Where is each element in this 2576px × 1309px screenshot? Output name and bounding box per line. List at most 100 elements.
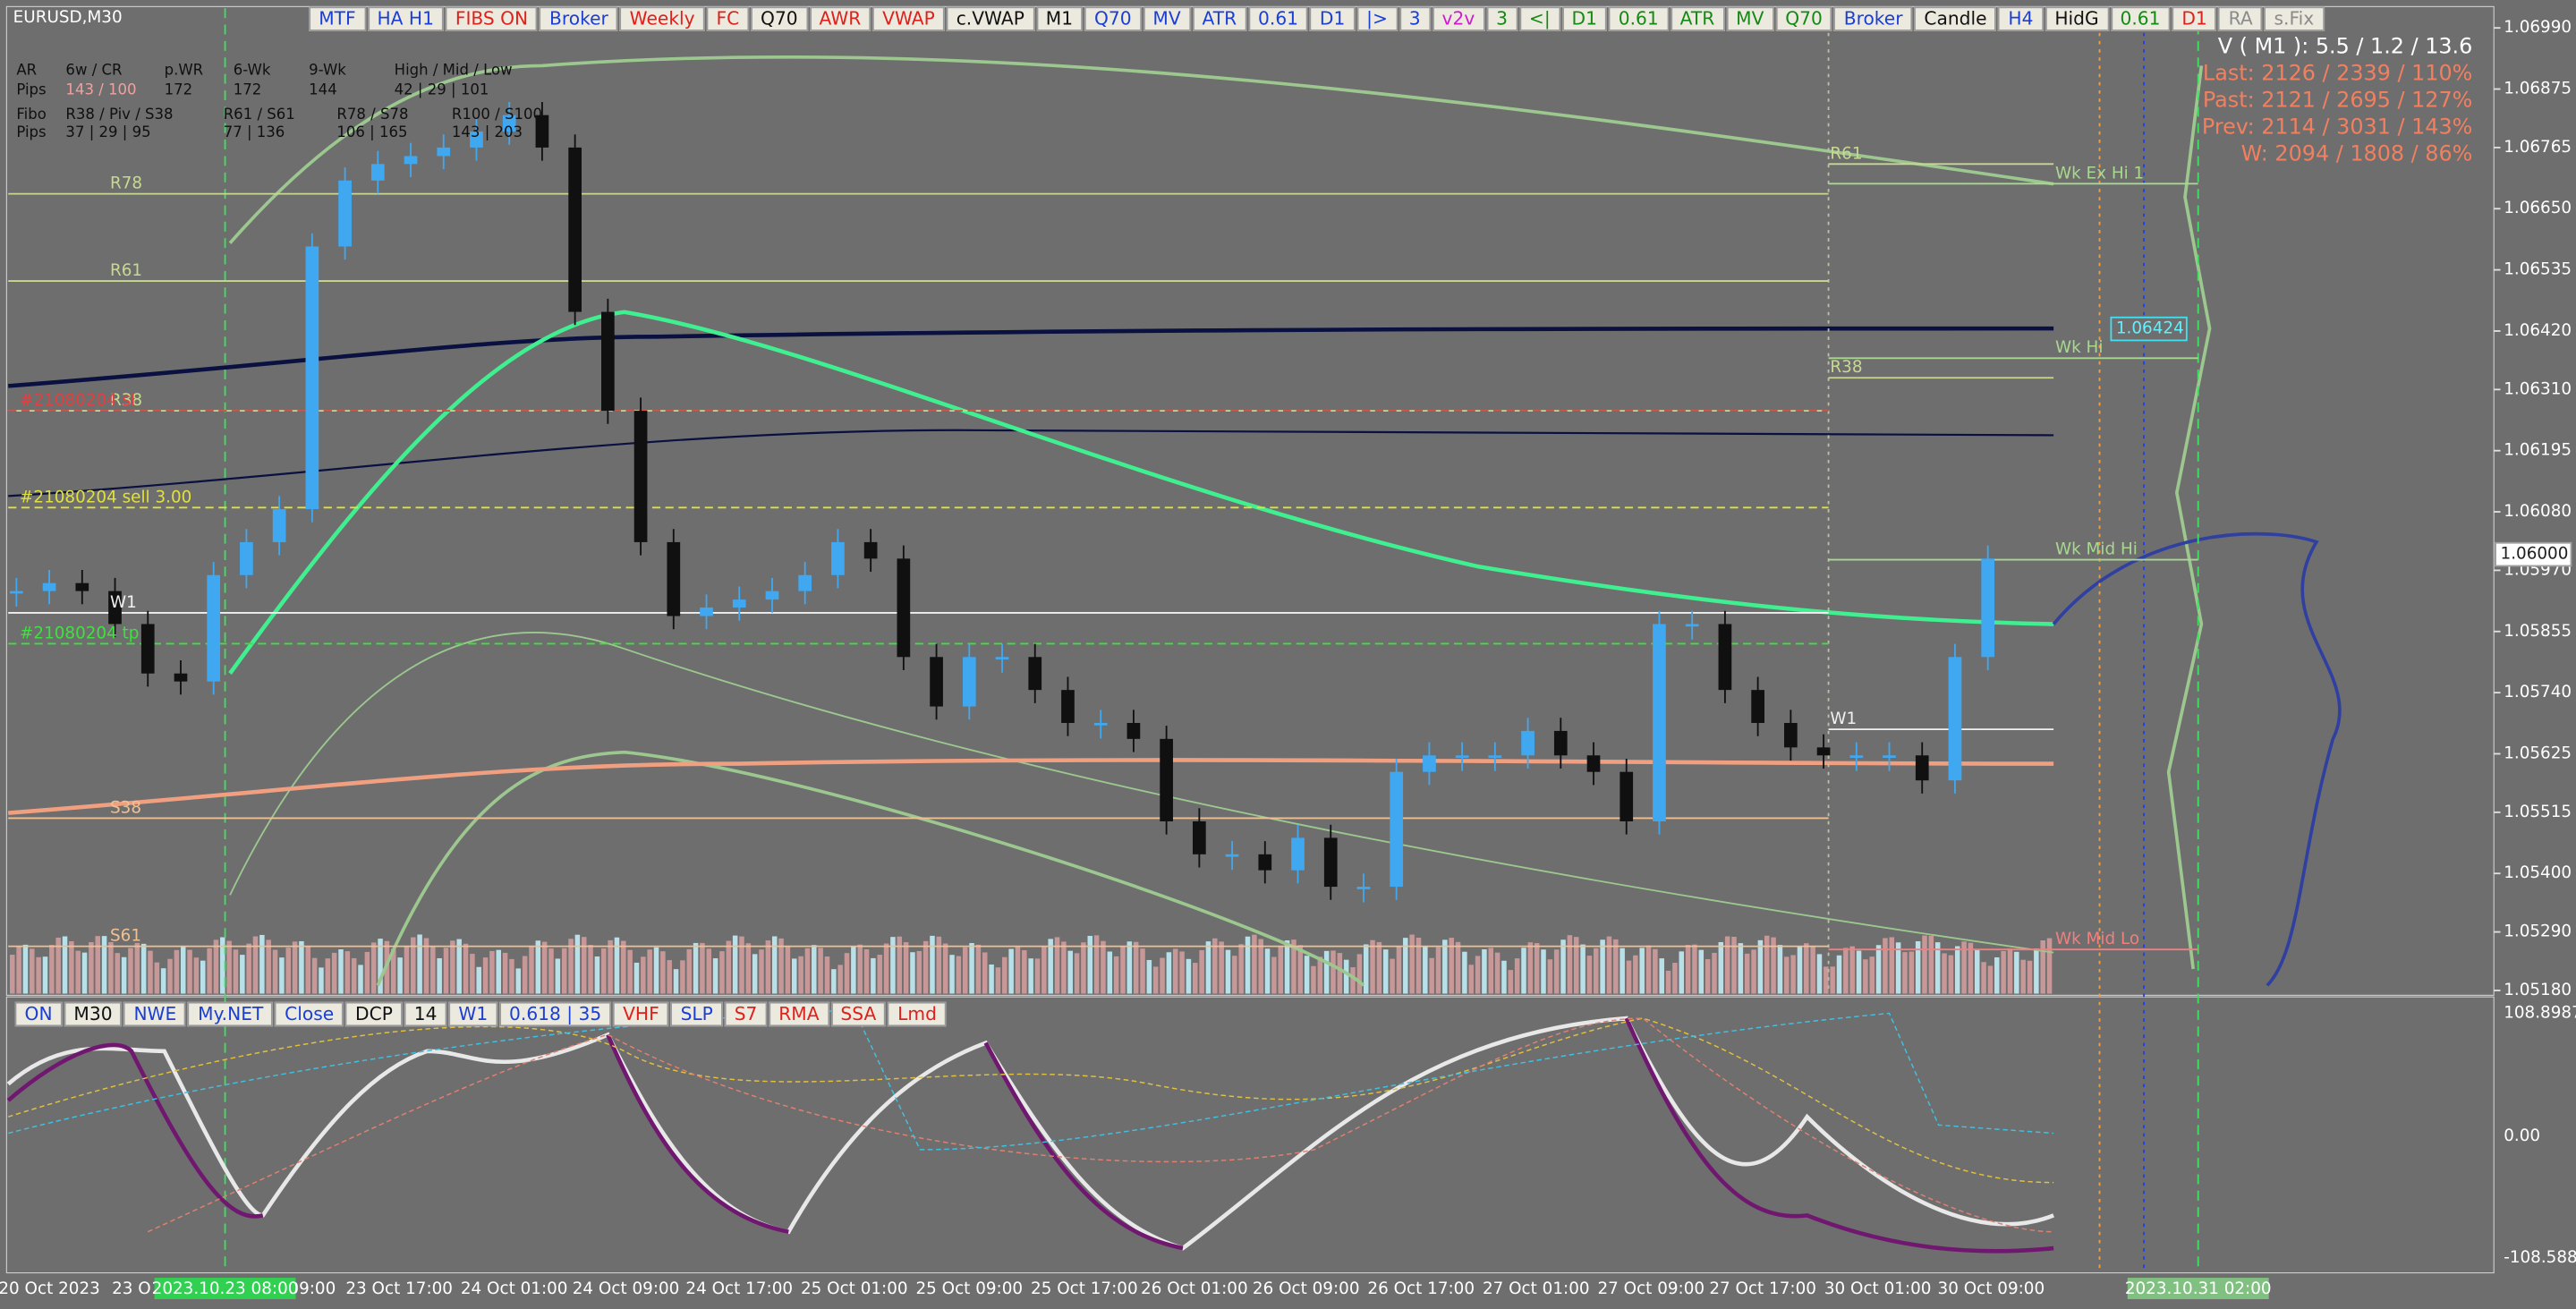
volume-bar [897,936,903,994]
volume-bar [818,948,823,994]
volume-bar [1376,941,1382,994]
level-label: S61 [110,927,141,946]
toolbar-button[interactable]: ATR [1670,6,1725,31]
toolbar-button[interactable]: VWAP [872,6,945,31]
toolbar-button[interactable]: RA [2218,6,2263,31]
volume-bar [2001,950,2006,994]
toolbar-button[interactable]: NWE [123,1001,187,1027]
toolbar-button[interactable]: M1 [1035,6,1084,31]
toolbar-button[interactable]: MTF [309,6,366,31]
volume-bar [443,948,449,994]
toolbar-button[interactable]: ATR [1192,6,1247,31]
time-tick-label: 25 Oct 01:00 [801,1279,908,1298]
toolbar-button[interactable]: SLP [670,1001,723,1027]
toolbar-button[interactable]: S7 [724,1001,768,1027]
volume-bar [1626,960,1632,994]
toolbar-button[interactable]: Lmd [888,1001,947,1027]
volume-bar [489,950,495,994]
volume-bar [1219,941,1224,994]
toolbar-button[interactable]: MV [1726,6,1774,31]
toolbar-button[interactable]: D1 [2172,6,2217,31]
toolbar-button[interactable]: W1 [448,1001,498,1027]
toolbar-button[interactable]: My.NET [188,1001,274,1027]
toolbar-button[interactable]: M30 [64,1001,123,1027]
candle [1653,624,1666,821]
toolbar-button[interactable]: AWR [809,6,871,31]
volume-bar [851,946,856,994]
candle [1883,755,1896,759]
volume-bar [1067,950,1073,994]
toolbar-button[interactable]: FIBS ON [445,6,539,31]
toolbar-button[interactable]: Q70 [1084,6,1142,31]
volume-bar [81,952,88,994]
volume-bar [1620,948,1625,994]
toolbar-button[interactable]: Candle [1914,6,1997,31]
volume-bar [621,940,626,994]
volume-bar [344,951,351,994]
toolbar-button[interactable]: 0.618 | 35 [499,1001,612,1027]
toolbar-button[interactable]: Close [275,1001,344,1027]
toolbar-button[interactable]: MV [1143,6,1191,31]
toolbar-button[interactable]: 0.61 [1608,6,1669,31]
price-box [2495,541,2572,567]
volume-bar [423,938,429,994]
toolbar-button[interactable]: FC [706,6,750,31]
stats-cell: p.WR [165,61,204,78]
toolbar-button[interactable]: 0.61 [1248,6,1309,31]
volume-bar [470,954,475,994]
toolbar-button[interactable]: RMA [769,1001,829,1027]
toolbar-button[interactable]: v2v [1432,6,1485,31]
toolbar-button[interactable]: DCP [345,1001,403,1027]
toolbar-button[interactable]: ON [14,1001,63,1027]
time-highlight-label: 2023.10.23 08:00 [152,1279,299,1298]
volume-bar [1928,935,1934,994]
volume-bar [1054,937,1060,994]
volume-bar [1987,965,1994,994]
volume-bar [1777,945,1783,994]
candle [1718,624,1732,691]
volume-bar [1836,955,1842,994]
toolbar-button[interactable]: VHF [613,1001,669,1027]
toolbar-button[interactable]: Broker [1833,6,1913,31]
volume-bar [1186,958,1192,994]
toolbar-button[interactable]: s.Fix [2264,6,2325,31]
candles [10,101,1995,903]
toolbar-button[interactable]: Q70 [1775,6,1832,31]
time-tick-label: 27 Oct 09:00 [1597,1279,1705,1298]
toolbar-button[interactable]: Broker [540,6,618,31]
toolbar-button[interactable]: c.VWAP [946,6,1034,31]
volume-bar [233,949,239,994]
toolbar-button[interactable]: <| [1518,6,1560,31]
level-label: S38 [110,798,141,817]
toolbar-button[interactable]: Weekly [619,6,705,31]
toolbar-button[interactable]: |> [1356,6,1398,31]
toolbar-button[interactable]: HidG [2045,6,2109,31]
toolbar-button[interactable]: HA H1 [367,6,444,31]
time-tick-label: 23 O [112,1279,151,1298]
stats-cell: R78 / S78 [336,106,408,123]
toolbar-button[interactable]: 0.61 [2110,6,2171,31]
candle [174,673,188,682]
toolbar-button[interactable]: SSA [830,1001,887,1027]
volume-bar [1160,957,1165,994]
volume-bar [541,941,548,994]
volume-bar [1909,951,1915,994]
price-tick-label: 1.05625 [2504,744,2572,762]
volume-bar [108,941,114,994]
toolbar-button[interactable]: H4 [1998,6,2044,31]
toolbar-button[interactable]: Q70 [751,6,808,31]
volume-bar [134,942,140,994]
volume-bar [890,937,896,994]
volume-bar [1757,939,1764,994]
volume-bar [1140,948,1145,994]
toolbar-button[interactable]: 3 [1399,6,1431,31]
volume-bar [877,955,882,994]
toolbar-button[interactable]: 14 [404,1001,447,1027]
toolbar-button[interactable]: D1 [1309,6,1356,31]
toolbar-button[interactable]: 3 [1486,6,1518,31]
candle [897,558,911,658]
volume-bar [922,940,929,994]
toolbar-button[interactable]: D1 [1561,6,1607,31]
